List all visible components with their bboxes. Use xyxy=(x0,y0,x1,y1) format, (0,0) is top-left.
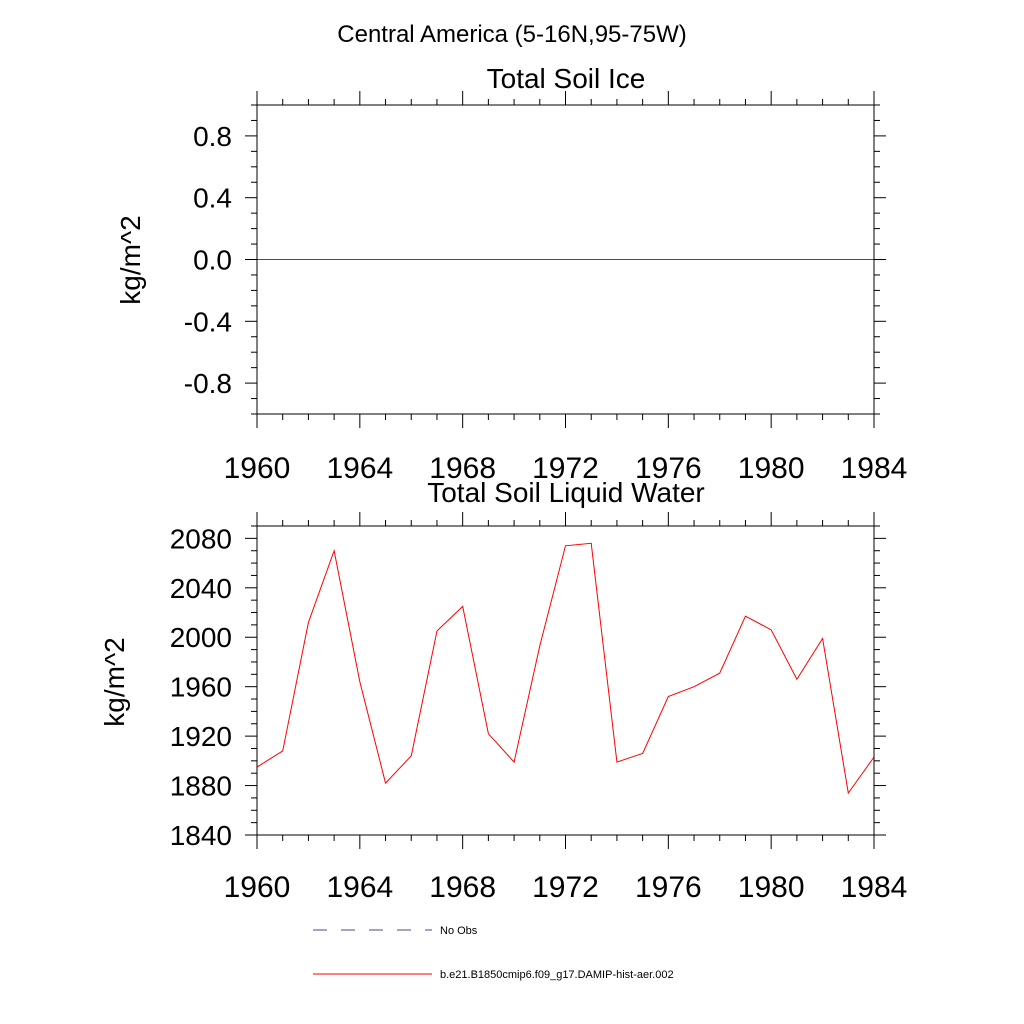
chart-total-soil-ice: Total Soil Ice kg/m^2 0.80.40.0-0.4-0.8 … xyxy=(115,63,907,485)
x-tick-label: 1976 xyxy=(635,452,702,485)
x-tick-label: 1964 xyxy=(326,871,393,904)
y-tick-label: 0.8 xyxy=(193,121,232,152)
x-tick-label: 1964 xyxy=(326,452,393,485)
legend-label-model: b.e21.B1850cmip6.f09_g17.DAMIP-hist-aer.… xyxy=(440,969,674,981)
x-tick-label: 1976 xyxy=(635,871,702,904)
x-tick-label: 1972 xyxy=(532,871,599,904)
figure-title: Central America (5-16N,95-75W) xyxy=(337,21,686,48)
y-tick-label: -0.8 xyxy=(184,368,232,399)
axis-ticks xyxy=(245,512,886,849)
y-tick-label: -0.4 xyxy=(184,306,232,337)
x-tick-label: 1980 xyxy=(738,871,805,904)
series-line xyxy=(256,542,875,795)
series-lines xyxy=(256,542,875,795)
y-tick-labels: 2080 2040 2000 1960 1920 1880 1840 xyxy=(170,523,232,851)
y-tick-label: 2040 xyxy=(170,573,232,604)
x-tick-label: 1960 xyxy=(224,871,291,904)
y-tick-label: 0.0 xyxy=(193,245,232,276)
plot-frame xyxy=(256,104,875,415)
y-tick-label: 1960 xyxy=(170,672,232,703)
x-tick-label: 1980 xyxy=(738,452,805,485)
legend-label-no-obs: No Obs xyxy=(440,925,478,937)
y-tick-labels: 0.8 0.4 0.0 -0.4 -0.8 xyxy=(184,121,232,399)
chart-total-soil-liquid-water: Total Soil Liquid Water kg/m^2 208020402… xyxy=(99,477,907,904)
y-tick-label: 0.4 xyxy=(193,183,232,214)
x-tick-labels: 1960 1964 1968 1972 1976 1980 1984 xyxy=(224,452,908,485)
x-tick-label: 1968 xyxy=(429,452,496,485)
chart-title: Total Soil Liquid Water xyxy=(427,477,705,508)
y-tick-label: 1880 xyxy=(170,771,232,802)
plot-frame xyxy=(256,525,875,836)
x-tick-label: 1960 xyxy=(224,452,291,485)
chart-title: Total Soil Ice xyxy=(487,63,646,94)
y-tick-label: 1840 xyxy=(170,820,232,851)
x-tick-label: 1984 xyxy=(841,452,908,485)
x-tick-label: 1984 xyxy=(841,871,908,904)
axis-ticks xyxy=(245,91,886,428)
y-axis-label: kg/m^2 xyxy=(99,637,130,726)
x-tick-label: 1972 xyxy=(532,452,599,485)
y-tick-label: 1920 xyxy=(170,721,232,752)
y-tick-label: 2000 xyxy=(170,622,232,653)
x-tick-label: 1968 xyxy=(429,871,496,904)
legend: No Obs b.e21.B1850cmip6.f09_g17.DAMIP-hi… xyxy=(313,925,674,981)
x-tick-labels: 1960 1964 1968 1972 1976 1980 1984 xyxy=(224,871,908,904)
y-axis-label: kg/m^2 xyxy=(115,215,146,304)
y-tick-label: 2080 xyxy=(170,523,232,554)
